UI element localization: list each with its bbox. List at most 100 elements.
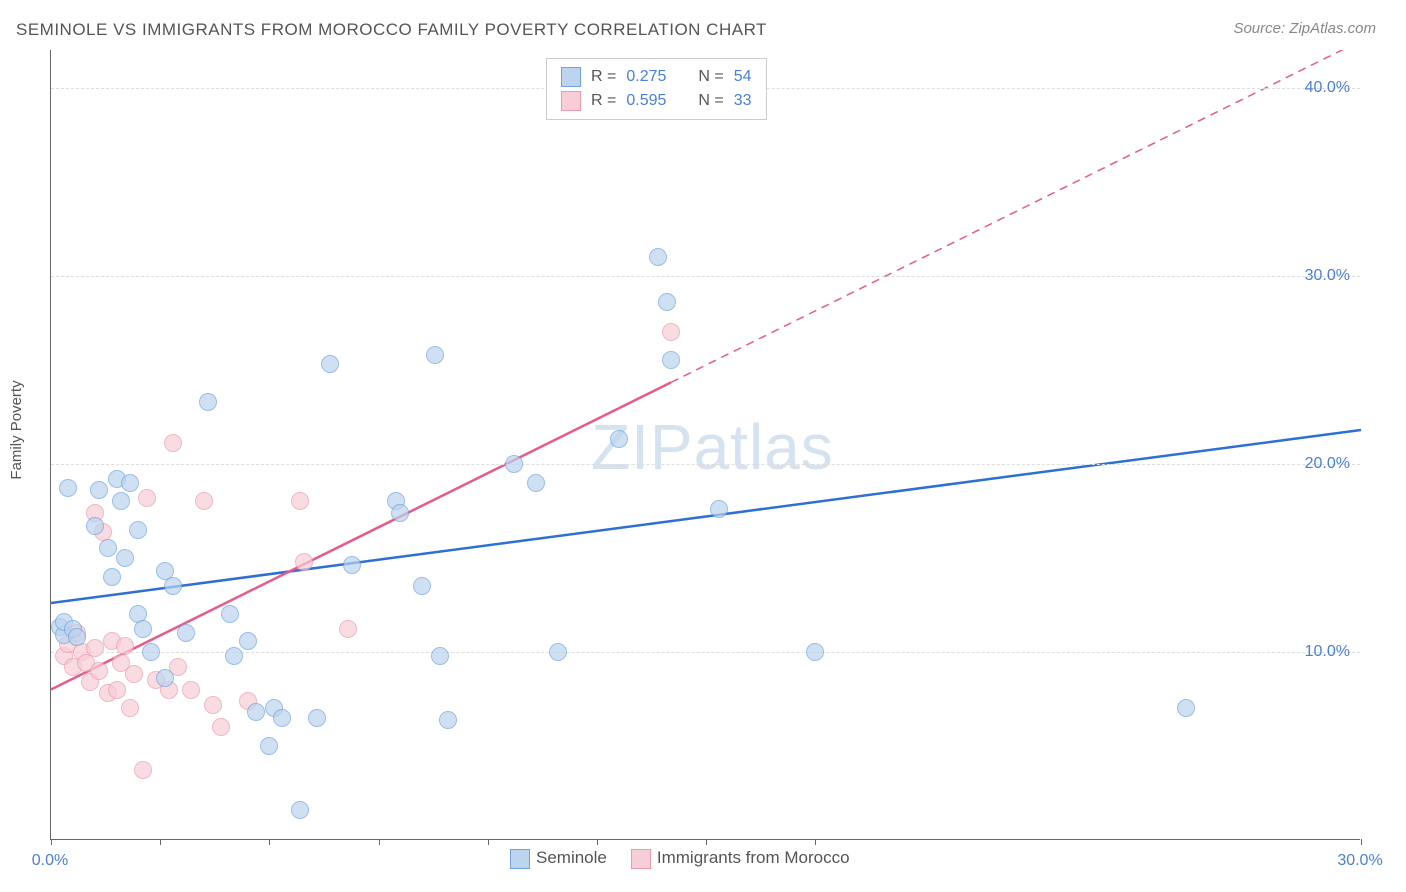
scatter-point bbox=[182, 681, 200, 699]
scatter-point bbox=[204, 696, 222, 714]
legend-stats-box: R = 0.275 N = 54 R = 0.595 N = 33 bbox=[546, 58, 767, 120]
chart-container: SEMINOLE VS IMMIGRANTS FROM MOROCCO FAMI… bbox=[0, 0, 1406, 892]
scatter-point bbox=[156, 669, 174, 687]
scatter-point bbox=[116, 549, 134, 567]
scatter-point bbox=[164, 577, 182, 595]
scatter-point bbox=[610, 430, 628, 448]
source-label: Source: ZipAtlas.com bbox=[1233, 20, 1376, 37]
scatter-point bbox=[121, 699, 139, 717]
legend-r-label: R = bbox=[591, 68, 616, 86]
scatter-point bbox=[138, 489, 156, 507]
scatter-point bbox=[273, 709, 291, 727]
legend-n-label: N = bbox=[698, 92, 723, 110]
y-tick-label: 20.0% bbox=[1305, 455, 1350, 473]
legend-stats-row: R = 0.595 N = 33 bbox=[561, 89, 752, 113]
x-tick bbox=[1361, 839, 1362, 845]
scatter-point bbox=[1177, 699, 1195, 717]
scatter-point bbox=[195, 492, 213, 510]
y-tick-label: 10.0% bbox=[1305, 643, 1350, 661]
gridline-h bbox=[51, 276, 1360, 277]
scatter-point bbox=[343, 556, 361, 574]
legend-swatch bbox=[561, 91, 581, 111]
legend-series-name: Seminole bbox=[536, 848, 607, 867]
scatter-point bbox=[649, 248, 667, 266]
legend-item: Seminole bbox=[510, 848, 607, 869]
scatter-point bbox=[239, 632, 257, 650]
scatter-point bbox=[308, 709, 326, 727]
scatter-point bbox=[225, 647, 243, 665]
legend-n-value: 33 bbox=[734, 92, 752, 110]
scatter-point bbox=[339, 620, 357, 638]
scatter-point bbox=[108, 681, 126, 699]
legend-n-label: N = bbox=[698, 68, 723, 86]
scatter-point bbox=[134, 761, 152, 779]
y-tick-label: 40.0% bbox=[1305, 79, 1350, 97]
scatter-point bbox=[199, 393, 217, 411]
scatter-point bbox=[86, 517, 104, 535]
scatter-point bbox=[103, 568, 121, 586]
scatter-point bbox=[125, 665, 143, 683]
scatter-point bbox=[59, 479, 77, 497]
legend-r-label: R = bbox=[591, 92, 616, 110]
scatter-point bbox=[662, 323, 680, 341]
scatter-point bbox=[549, 643, 567, 661]
scatter-point bbox=[426, 346, 444, 364]
x-tick-label: 0.0% bbox=[32, 852, 68, 870]
scatter-point bbox=[291, 492, 309, 510]
scatter-point bbox=[291, 801, 309, 819]
legend-swatch bbox=[631, 849, 651, 869]
scatter-point bbox=[90, 481, 108, 499]
watermark: ZIPatlas bbox=[591, 410, 834, 484]
scatter-point bbox=[99, 539, 117, 557]
legend-stats-row: R = 0.275 N = 54 bbox=[561, 65, 752, 89]
legend-swatch bbox=[561, 67, 581, 87]
legend-r-value: 0.275 bbox=[626, 68, 666, 86]
scatter-point bbox=[413, 577, 431, 595]
scatter-point bbox=[321, 355, 339, 373]
scatter-point bbox=[86, 639, 104, 657]
scatter-point bbox=[142, 643, 160, 661]
scatter-point bbox=[68, 628, 86, 646]
scatter-point bbox=[247, 703, 265, 721]
x-tick bbox=[269, 839, 270, 845]
scatter-point bbox=[212, 718, 230, 736]
scatter-point bbox=[221, 605, 239, 623]
gridline-h bbox=[51, 464, 1360, 465]
scatter-point bbox=[177, 624, 195, 642]
legend-r-value: 0.595 bbox=[626, 92, 666, 110]
x-tick-label: 30.0% bbox=[1337, 852, 1382, 870]
x-tick bbox=[706, 839, 707, 845]
legend-swatch bbox=[510, 849, 530, 869]
x-tick bbox=[160, 839, 161, 845]
scatter-point bbox=[90, 662, 108, 680]
scatter-point bbox=[116, 637, 134, 655]
legend-item: Immigrants from Morocco bbox=[631, 848, 850, 869]
legend-series-name: Immigrants from Morocco bbox=[657, 848, 850, 867]
scatter-point bbox=[295, 553, 313, 571]
x-tick bbox=[597, 839, 598, 845]
scatter-point bbox=[164, 434, 182, 452]
legend-n-value: 54 bbox=[734, 68, 752, 86]
legend-bottom: Seminole Immigrants from Morocco bbox=[510, 848, 850, 869]
scatter-point bbox=[260, 737, 278, 755]
x-tick bbox=[815, 839, 816, 845]
scatter-point bbox=[662, 351, 680, 369]
y-axis-label: Family Poverty bbox=[8, 380, 25, 479]
gridline-h bbox=[51, 652, 1360, 653]
scatter-point bbox=[112, 492, 130, 510]
scatter-point bbox=[121, 474, 139, 492]
scatter-point bbox=[710, 500, 728, 518]
x-tick bbox=[379, 839, 380, 845]
scatter-point bbox=[134, 620, 152, 638]
chart-title: SEMINOLE VS IMMIGRANTS FROM MOROCCO FAMI… bbox=[16, 20, 767, 40]
scatter-point bbox=[527, 474, 545, 492]
plot-area: ZIPatlas 10.0% 20.0% 30.0% 40.0% bbox=[50, 50, 1360, 840]
scatter-point bbox=[505, 455, 523, 473]
x-tick bbox=[51, 839, 52, 845]
trend-lines-svg bbox=[51, 50, 1361, 840]
scatter-point bbox=[391, 504, 409, 522]
scatter-point bbox=[439, 711, 457, 729]
scatter-point bbox=[658, 293, 676, 311]
x-tick bbox=[488, 839, 489, 845]
y-tick-label: 30.0% bbox=[1305, 267, 1350, 285]
